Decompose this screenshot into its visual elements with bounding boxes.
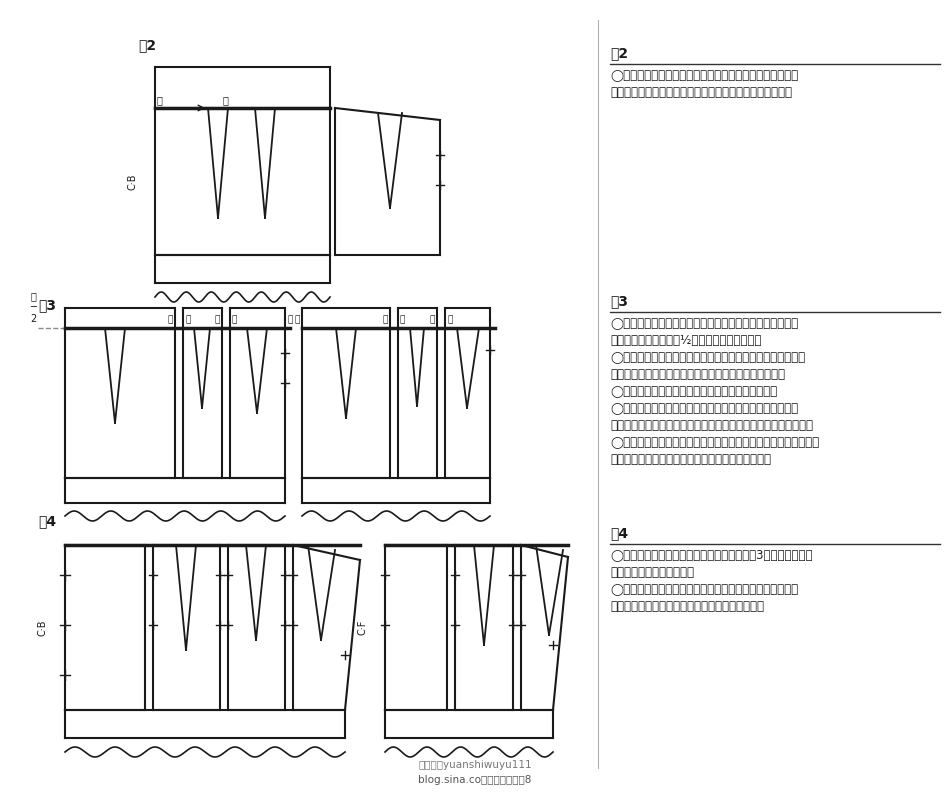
- Text: 心線をのせ（コ）で（カ）で重なった分量と同分量を重ねる。: 心線をのせ（コ）で（カ）で重なった分量と同分量を重ねる。: [610, 419, 813, 432]
- Text: ◯前スカートの各ダーツ位置（コ）・（サ）・（サ）と脇ウエス: ◯前スカートの各ダーツ位置（コ）・（サ）・（サ）と脇ウエス: [610, 436, 819, 449]
- Text: 図2: 図2: [610, 46, 628, 60]
- Text: ケ: ケ: [288, 315, 294, 324]
- Text: 重ね、ダーツ位置（カ）が突き合わされるようにする。: 重ね、ダーツ位置（カ）が突き合わされるようにする。: [610, 86, 792, 99]
- Text: インのダーツ位置（カ）・（ク）・（ケ）で重ねる。: インのダーツ位置（カ）・（ク）・（ケ）で重ねる。: [610, 368, 785, 381]
- Text: せた状態でつながり良くなるようにかき直す。: せた状態でつながり良くなるようにかき直す。: [610, 600, 764, 613]
- Text: 図3: 図3: [610, 294, 628, 308]
- Text: ◯後中心線上で、身頃とスカートのウエストラインが離れ: ◯後中心線上で、身頃とスカートのウエストラインが離れ: [610, 317, 798, 330]
- Text: ザ: ザ: [383, 315, 388, 324]
- Text: ク: ク: [215, 315, 220, 324]
- Text: サ: サ: [400, 315, 406, 324]
- Text: C·B: C·B: [38, 619, 48, 636]
- Text: ◯ウエスト位置の合い印は、重ねた部分（図3の斜線部分）の: ◯ウエスト位置の合い印は、重ねた部分（図3の斜線部分）の: [610, 549, 812, 562]
- Text: 図3: 図3: [38, 298, 56, 312]
- Text: カ: カ: [167, 315, 173, 324]
- Text: ◯前スカートの中心線の延長線上にハイウエスト部分の中: ◯前スカートの中心線の延長線上にハイウエスト部分の中: [610, 402, 798, 415]
- Text: 図4: 図4: [38, 514, 56, 528]
- Text: ◯（カ）で重ねた分量と同分量を、後スカートのウエストラ: ◯（カ）で重ねた分量と同分量を、後スカートのウエストラ: [610, 351, 806, 364]
- Text: blog.sina.co才智服装制版号8: blog.sina.co才智服装制版号8: [418, 775, 532, 785]
- Text: C·F: C·F: [358, 620, 368, 635]
- Text: ◯スカートの後中心線の延長線上に、ハイウエスト部分を: ◯スカートの後中心線の延長線上に、ハイウエスト部分を: [610, 69, 798, 82]
- Text: キ: キ: [157, 95, 162, 105]
- Text: ◯ハイウエスト部分の出来上がり線は、ダーツを縫い合わ: ◯ハイウエスト部分の出来上がり線は、ダーツを縫い合わ: [610, 583, 798, 596]
- Text: コ: コ: [447, 315, 452, 324]
- Text: 微信号：yuanshiwuyu111: 微信号：yuanshiwuyu111: [418, 760, 532, 770]
- Text: C·B: C·B: [128, 173, 138, 190]
- Text: ケ: ケ: [294, 315, 300, 324]
- Text: ◯後脇のウエスト位置（ケ）でも同分量を重ねる。: ◯後脇のウエスト位置（ケ）でも同分量を重ねる。: [610, 385, 777, 398]
- Text: 図2: 図2: [138, 38, 156, 52]
- Text: 高い方の位置にいれる。: 高い方の位置にいれる。: [610, 566, 694, 579]
- Text: カ: カ: [185, 315, 190, 324]
- Text: 図4: 図4: [610, 526, 628, 540]
- Text: ている分量（キ）の½位を（カ）で重ねる。: ている分量（キ）の½位を（カ）で重ねる。: [610, 334, 761, 347]
- Text: キ
─
2: キ ─ 2: [29, 291, 36, 324]
- Text: ク: ク: [232, 315, 238, 324]
- Text: コ: コ: [429, 315, 435, 324]
- Text: ト位置（ケ）でも、後と同じく同分量を重ねる。: ト位置（ケ）でも、後と同じく同分量を重ねる。: [610, 453, 771, 466]
- Text: カ: カ: [223, 95, 229, 105]
